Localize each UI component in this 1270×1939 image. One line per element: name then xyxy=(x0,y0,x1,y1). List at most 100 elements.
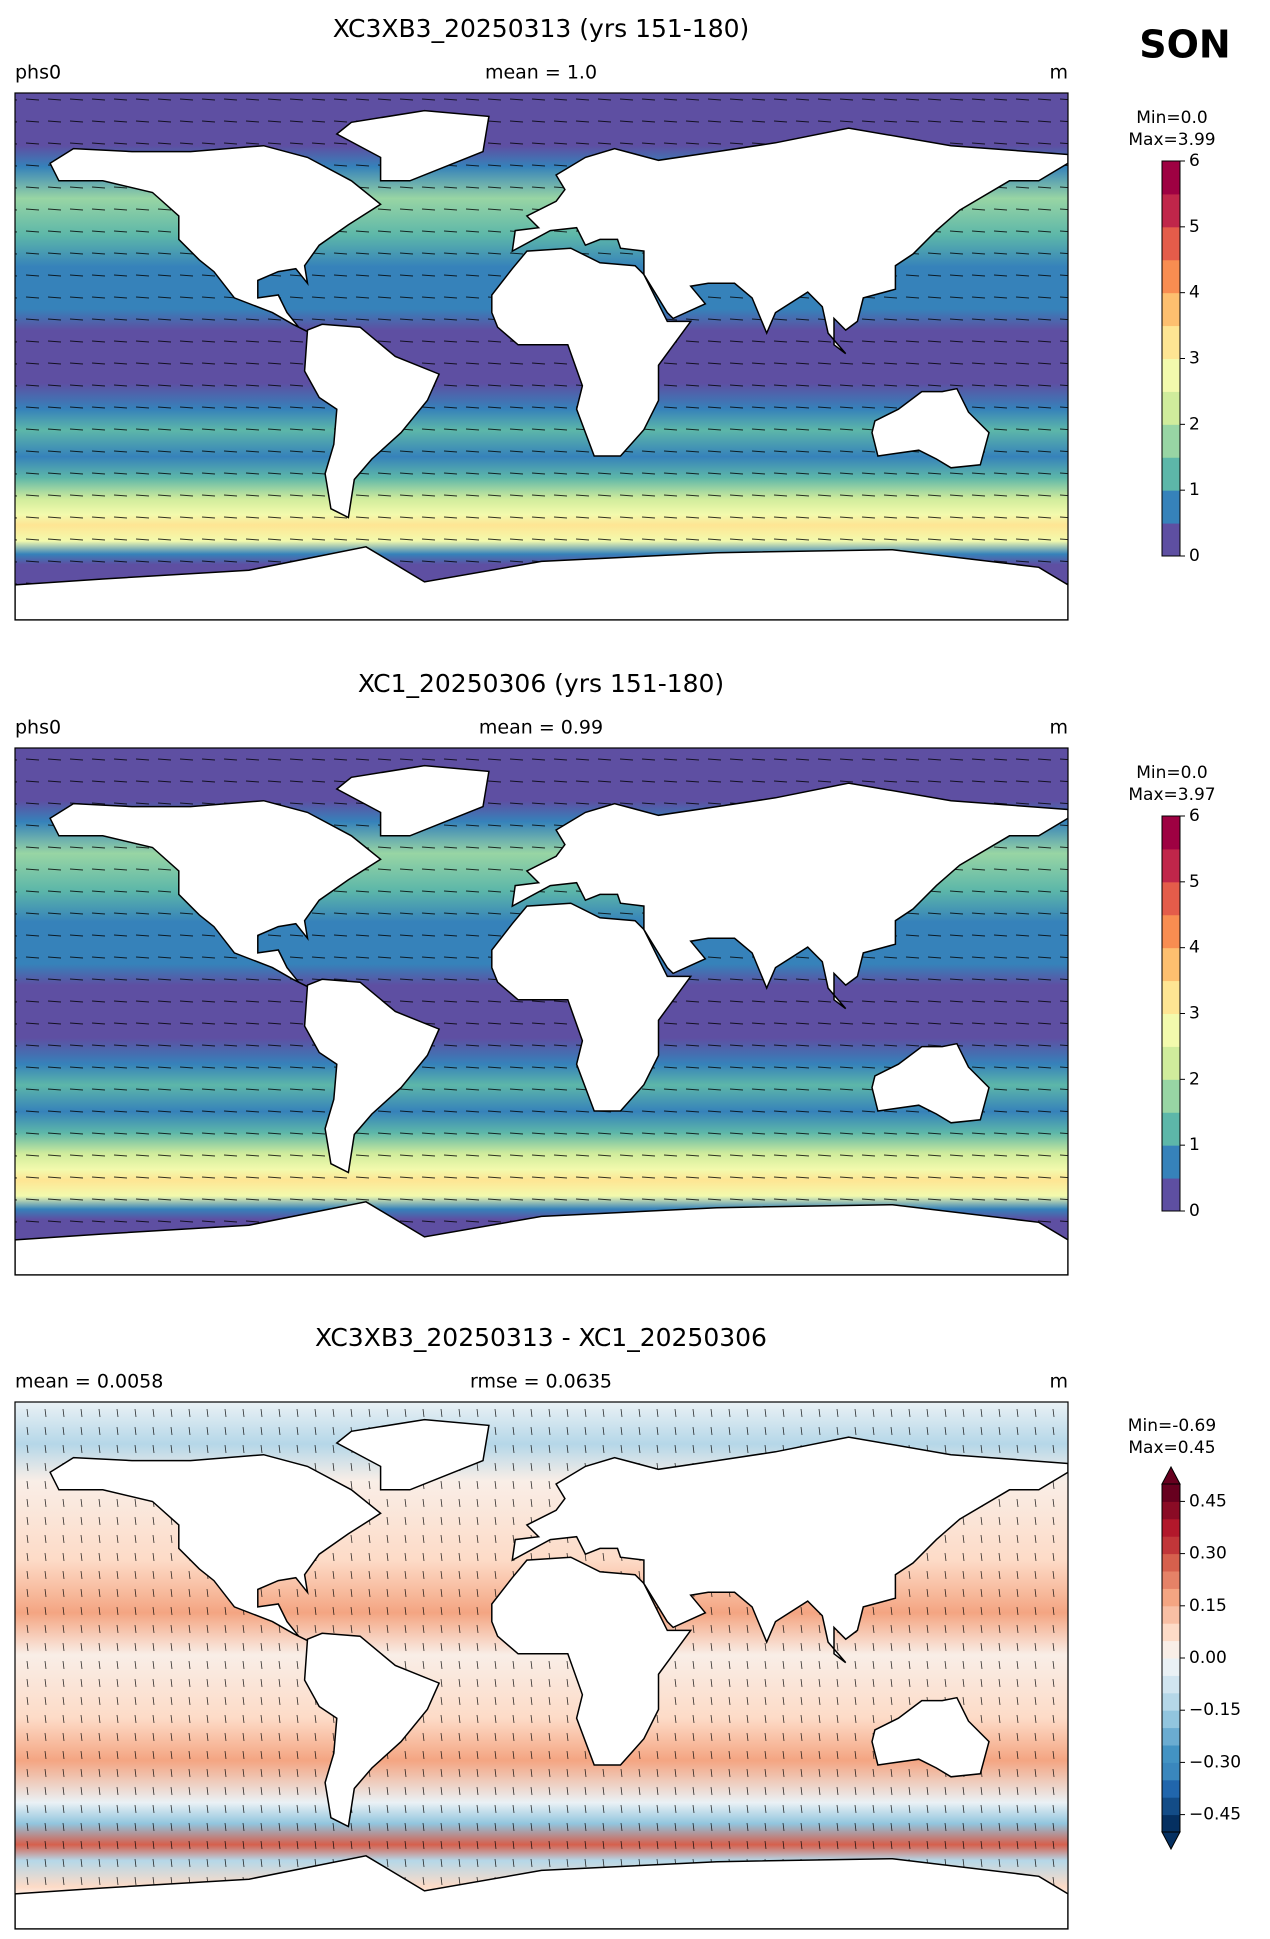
panel-title: XC1_20250306 (yrs 151-180) xyxy=(358,669,724,698)
center-label: mean = 1.0 xyxy=(485,62,597,84)
colorbar-tick-label: 4 xyxy=(1189,938,1200,958)
colorbar-segment xyxy=(1162,947,1180,982)
land xyxy=(871,1042,990,1124)
colorbar-tick-label: 3 xyxy=(1189,349,1200,369)
colorbar-segment xyxy=(1162,1814,1180,1833)
colorbar-segment xyxy=(1162,1553,1180,1572)
colorbar-segment xyxy=(1162,226,1180,261)
colorbar-segment xyxy=(1162,1518,1180,1537)
unit-label: m xyxy=(1049,62,1068,84)
colorbar-tick-label: −0.45 xyxy=(1189,1805,1241,1825)
land xyxy=(303,323,441,519)
colorbar-segment xyxy=(1162,325,1180,359)
colorbar-segment xyxy=(1162,848,1180,883)
left-label: phs0 xyxy=(15,62,61,84)
colorbar-tick-label: 2 xyxy=(1189,414,1200,434)
colorbar-tick-label: 3 xyxy=(1189,1004,1200,1024)
max-label: Max=3.97 xyxy=(1128,785,1215,805)
land xyxy=(491,247,693,457)
land xyxy=(335,109,490,182)
map-content xyxy=(15,748,1068,1275)
map-frame xyxy=(14,92,1069,621)
colorbar-tick-label: 0.45 xyxy=(1189,1491,1227,1511)
land xyxy=(491,1556,693,1766)
colorbar-tick-label: 5 xyxy=(1189,872,1200,892)
map-frame xyxy=(14,747,1069,1276)
colorbar-tick-label: 5 xyxy=(1189,217,1200,237)
colorbar-segment xyxy=(1162,1692,1180,1711)
min-label: Min=-0.69 xyxy=(1128,1416,1216,1436)
map xyxy=(14,1401,1069,1930)
unit-label: m xyxy=(1049,1371,1068,1393)
colorbar-segment xyxy=(1162,1710,1180,1729)
map-content xyxy=(15,93,1068,620)
colorbar-segment xyxy=(1162,1745,1180,1763)
colorbar-extend-high xyxy=(1161,1465,1181,1485)
season-label: SON xyxy=(1139,23,1230,67)
colorbar-segment xyxy=(1162,161,1180,195)
land xyxy=(49,1453,382,1643)
land xyxy=(15,1855,1068,1929)
land xyxy=(511,1436,1068,1664)
colorbar-segment xyxy=(1162,1675,1180,1694)
colorbar-segment xyxy=(1162,358,1180,392)
colorbar-tick-label: 0 xyxy=(1189,546,1200,566)
colorbar-tick-label: 1 xyxy=(1189,480,1200,500)
land xyxy=(871,1696,990,1778)
colorbar-tick-label: 4 xyxy=(1189,283,1200,303)
panel-title: XC3XB3_20250313 (yrs 151-180) xyxy=(333,14,750,43)
colorbar-segment xyxy=(1162,1484,1180,1502)
colorbar-segment xyxy=(1162,1640,1180,1659)
land xyxy=(15,546,1068,620)
colorbar-segment xyxy=(1162,490,1180,524)
colorbar-tick-label: 0.30 xyxy=(1189,1544,1227,1564)
colorbar-segment xyxy=(1162,259,1180,294)
colorbar-segment xyxy=(1162,1623,1180,1642)
land xyxy=(303,978,441,1174)
colorbar-segment xyxy=(1162,292,1180,327)
colorbar-segment xyxy=(1162,816,1180,850)
center-label: mean = 0.99 xyxy=(479,717,603,739)
colorbar-segment xyxy=(1162,1145,1180,1179)
colorbar-segment xyxy=(1162,1571,1180,1589)
map-content xyxy=(15,1402,1068,1929)
colorbar-segment xyxy=(1162,1112,1180,1146)
land xyxy=(15,1201,1068,1275)
colorbar-segment xyxy=(1162,193,1180,228)
colorbar-tick-label: −0.15 xyxy=(1189,1700,1241,1720)
colorbar-segment xyxy=(1162,1079,1180,1113)
min-label: Min=0.0 xyxy=(1136,108,1207,128)
colorbar-tick-label: 2 xyxy=(1189,1069,1200,1089)
land xyxy=(335,764,490,837)
land xyxy=(871,387,990,469)
land xyxy=(511,782,1068,1010)
panel-title: XC3XB3_20250313 - XC1_20250306 xyxy=(315,1323,767,1352)
colorbar-tick-label: 1 xyxy=(1189,1135,1200,1155)
land xyxy=(49,144,382,334)
colorbar-segment xyxy=(1162,1046,1180,1080)
colorbar-segment xyxy=(1162,424,1180,458)
map-frame xyxy=(14,1401,1069,1930)
land xyxy=(303,1632,441,1828)
min-label: Min=0.0 xyxy=(1136,763,1207,783)
land xyxy=(491,902,693,1112)
colorbar-segment xyxy=(1162,1013,1180,1047)
center-label: rmse = 0.0635 xyxy=(470,1371,612,1393)
max-label: Max=3.99 xyxy=(1128,130,1215,150)
map xyxy=(14,92,1069,621)
colorbar-segment xyxy=(1162,1762,1180,1781)
colorbar-segment xyxy=(1162,980,1180,1014)
map xyxy=(14,747,1069,1276)
colorbar-extend-low xyxy=(1161,1831,1181,1851)
colorbar-segment xyxy=(1162,914,1180,949)
land xyxy=(511,127,1068,355)
colorbar-segment xyxy=(1162,1797,1180,1816)
colorbar-segment xyxy=(1162,391,1180,425)
unit-label: m xyxy=(1049,717,1068,739)
left-label: mean = 0.0058 xyxy=(15,1371,163,1393)
colorbar-segment xyxy=(1162,1501,1180,1520)
colorbar-segment xyxy=(1162,457,1180,491)
colorbar-segment xyxy=(1162,1779,1180,1798)
left-label: phs0 xyxy=(15,717,61,739)
